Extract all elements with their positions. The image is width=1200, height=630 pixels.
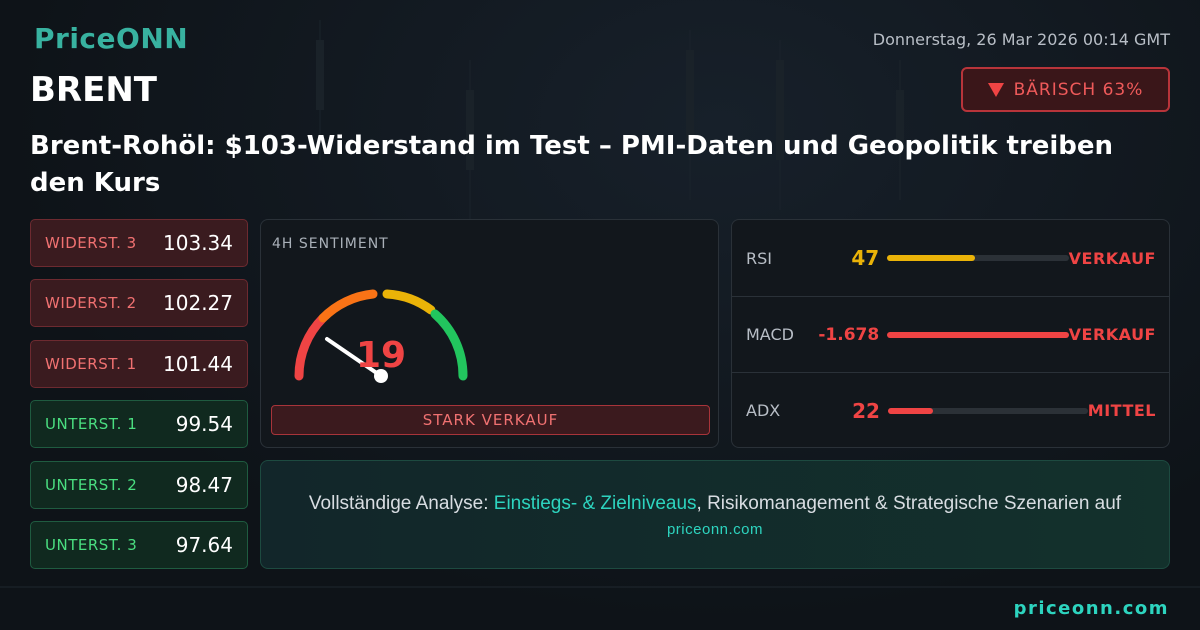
level-label: UNTERST. 2 xyxy=(45,475,138,494)
level: UNTERST. 2 98.47 xyxy=(30,460,248,509)
down-arrow xyxy=(987,82,1004,97)
level-label: UNTERST. 3 xyxy=(45,536,138,554)
level-label: UNTERST. 1 xyxy=(45,415,138,434)
date: Donnerstag, 26 Mar 2026 00:14 GMT xyxy=(872,30,1170,49)
indicator-value: 22 xyxy=(852,398,880,423)
footer-url[interactable]: priceonn.com xyxy=(1013,598,1169,619)
cta-rest: , Risikomanagement & Strategische Szenar… xyxy=(696,493,1122,514)
level-label: WIDERST. 3 xyxy=(45,234,137,252)
level: WIDERST. 2 102.27 xyxy=(30,279,248,328)
sentiment-panel: 4H SENTIMENT 19 STARK VERKAUF xyxy=(260,219,719,448)
sentiment-title: 4H SENTIMENT xyxy=(272,236,389,252)
indicator-value: -1.678 xyxy=(818,324,880,345)
indicator-bar xyxy=(887,255,1069,261)
needle xyxy=(325,337,383,378)
level: WIDERST. 1 101.44 xyxy=(30,339,248,388)
indicator-bar xyxy=(887,407,1088,414)
level-value: 103.34 xyxy=(163,231,233,255)
indicator-name: ADX xyxy=(746,401,781,420)
indicator-row: ADX 22 MITTEL xyxy=(732,372,1170,448)
cta-panel: Vollständige Analyse: Einstiegs- & Zieln… xyxy=(260,460,1170,569)
indicator-name: MACD xyxy=(746,325,794,344)
signal: BÄRISCH 63% xyxy=(1013,79,1144,100)
cta-text: Vollständige Analyse: Einstiegs- & Zieln… xyxy=(261,493,1169,515)
cta-link[interactable]: priceonn.com xyxy=(666,521,764,538)
indicator-signal: VERKAUF xyxy=(1068,248,1156,268)
symbol: BRENT xyxy=(30,70,157,110)
sentiment-verdict: STARK VERKAUF xyxy=(271,405,710,435)
level-label: WIDERST. 1 xyxy=(45,354,137,373)
level-value: 101.44 xyxy=(163,351,233,376)
logo: PriceONN xyxy=(34,22,189,55)
cta-highlight: Einstiegs- & Zielniveaus xyxy=(493,493,697,514)
level: WIDERST. 3 103.34 xyxy=(30,219,248,267)
level-value: 98.47 xyxy=(175,472,233,497)
indicator-value: 47 xyxy=(851,246,880,270)
indicators-panel: RSI 47 VERKAUF MACD -1.678 VERKAUF ADX 2… xyxy=(731,219,1170,448)
level-label: WIDERST. 2 xyxy=(45,294,137,313)
indicator-signal: MITTEL xyxy=(1087,401,1156,420)
level-value: 99.54 xyxy=(175,412,233,437)
signal-badge: BÄRISCH 63% xyxy=(961,67,1170,112)
level-value: 97.64 xyxy=(175,533,233,557)
headline: Brent-Rohöl: $103-Widerstand im Test – P… xyxy=(30,131,1114,198)
indicator-bar xyxy=(887,331,1069,338)
cta-lead: Vollständige Analyse: xyxy=(308,493,489,514)
level-value: 102.27 xyxy=(163,291,233,316)
indicator-row: RSI 47 VERKAUF xyxy=(732,220,1170,296)
level: UNTERST. 1 99.54 xyxy=(30,400,248,449)
indicator-signal: VERKAUF xyxy=(1068,325,1156,344)
indicator-name: RSI xyxy=(746,248,772,268)
gauge: 19 xyxy=(294,289,468,383)
level: UNTERST. 3 97.64 xyxy=(30,521,248,569)
sentiment-value: 19 xyxy=(356,335,406,376)
indicator-row: MACD -1.678 VERKAUF xyxy=(732,296,1170,372)
